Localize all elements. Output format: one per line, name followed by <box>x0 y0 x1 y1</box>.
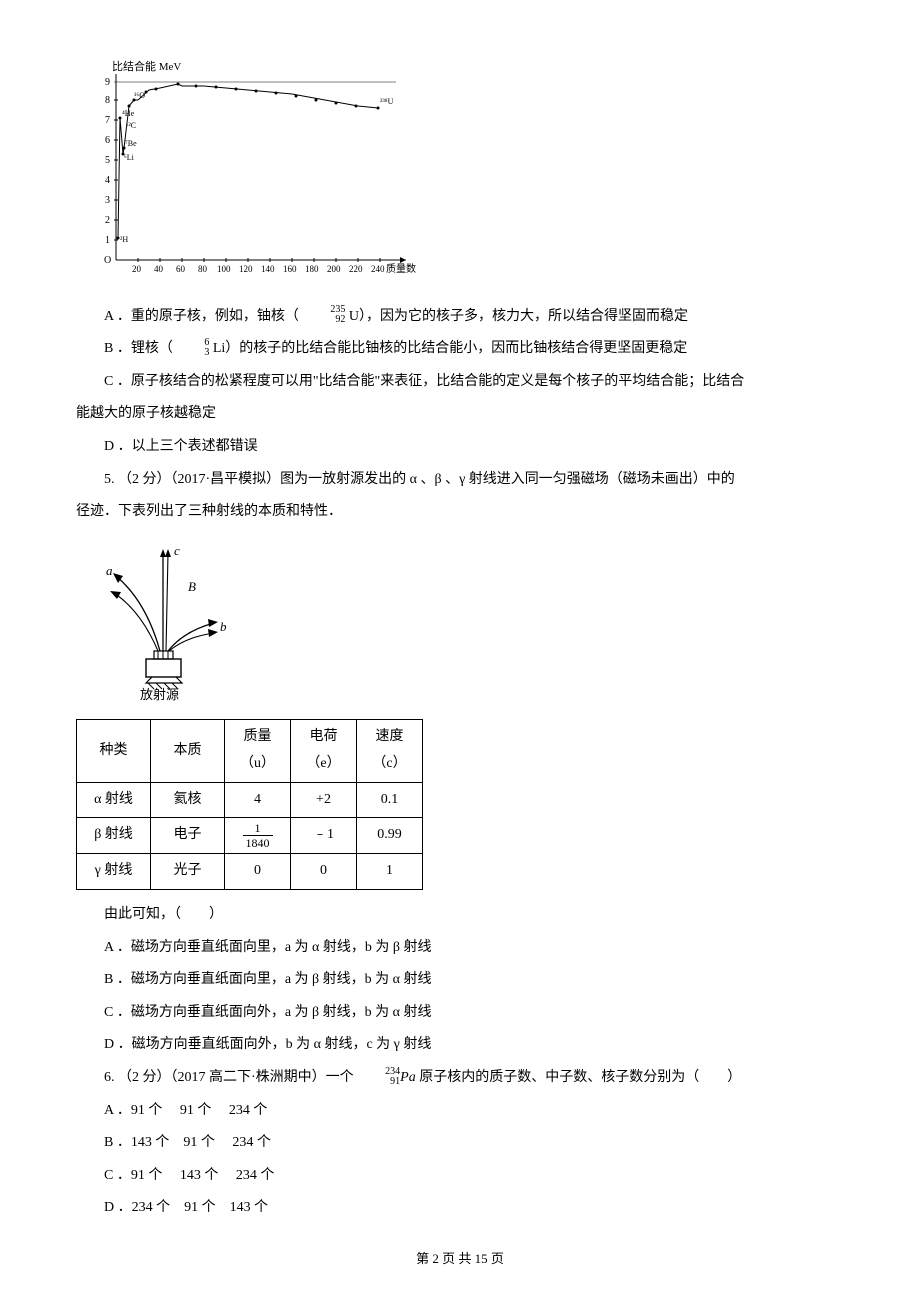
svg-text:⁶Li: ⁶Li <box>124 153 135 162</box>
svg-text:⁷Be: ⁷Be <box>125 139 137 148</box>
q4-option-c-line2: 能越大的原子核越稳定 <box>76 401 844 428</box>
cell: +2 <box>291 782 357 818</box>
radiation-table: 种类 本质 质量（u） 电荷（e） 速度（c） α 射线 氦核 4 +2 0.1… <box>76 719 423 890</box>
fraction: 1 1840 <box>243 822 273 849</box>
svg-text:²H: ²H <box>120 235 128 244</box>
q4-option-c-line1: C ．原子核结合的松紧程度可以用"比结合能"来表征，比结合能的定义是每个核子的平… <box>76 369 844 396</box>
cell: α 射线 <box>77 782 151 818</box>
text: 6. （2 分）（2017 高二下·株洲期中）一个 <box>104 1070 357 1085</box>
svg-text:220: 220 <box>349 264 363 274</box>
q6-option-a: A ．91 个 91 个 234 个 <box>76 1098 844 1125</box>
svg-text:200: 200 <box>327 264 341 274</box>
q5-option-d: D ．磁场方向垂直纸面向外，b 为 α 射线，c 为 γ 射线 <box>76 1032 844 1059</box>
q4-option-b: B ．锂核（ 6 3 Li）的核子的比结合能比铀核的比结合能小，因而比铀核结合得… <box>76 336 844 363</box>
q5-intro-line1: 5. （2 分）（2017·昌平模拟）图为一放射源发出的 α 、β 、γ 射线进… <box>76 467 844 494</box>
q5-option-a: A ．磁场方向垂直纸面向里，a 为 α 射线，b 为 β 射线 <box>76 935 844 962</box>
svg-text:c: c <box>174 543 180 558</box>
svg-text:120: 120 <box>239 264 253 274</box>
svg-text:a: a <box>106 563 113 578</box>
radiation-source-diagram: a c b B 放射源 <box>96 541 844 712</box>
svg-text:8: 8 <box>105 95 110 106</box>
svg-text:240: 240 <box>371 264 385 274</box>
svg-text:180: 180 <box>305 264 319 274</box>
table-row: β 射线 电子 1 1840 ﹣1 0.99 <box>77 818 423 854</box>
q6-option-c: C ．91 个 143 个 234 个 <box>76 1163 844 1190</box>
svg-text:b: b <box>220 619 227 634</box>
svg-text:140: 140 <box>261 264 275 274</box>
svg-text:比结合能 MeV: 比结合能 MeV <box>112 60 181 73</box>
q6-option-d: D ．234 个 91 个 143 个 <box>76 1195 844 1222</box>
nuclide-symbol: Pa <box>400 1070 416 1085</box>
cell: 0 <box>225 854 291 890</box>
q4-option-d: D ．以上三个表述都错误 <box>76 434 844 461</box>
cell: 0.99 <box>357 818 423 854</box>
q6-intro: 6. （2 分）（2017 高二下·株洲期中）一个 234 91 Pa 原子核内… <box>76 1065 844 1092</box>
svg-text:9: 9 <box>105 77 110 88</box>
svg-text:1: 1 <box>105 235 110 246</box>
svg-text:2: 2 <box>105 215 110 226</box>
svg-text:6: 6 <box>105 135 110 146</box>
cell: 氦核 <box>151 782 225 818</box>
svg-text:3: 3 <box>105 195 110 206</box>
svg-text:7: 7 <box>105 115 110 126</box>
binding-energy-chart: 比结合能 MeV O 1 2 3 4 5 6 7 8 9 20 40 60 80… <box>96 60 844 289</box>
cell: 1 <box>357 854 423 890</box>
th-mass: 质量（u） <box>225 720 291 782</box>
cell: γ 射线 <box>77 854 151 890</box>
svg-text:质量数A: 质量数A <box>386 262 416 275</box>
text: B ．锂核（ <box>104 341 173 356</box>
svg-text:B: B <box>188 579 196 594</box>
q4-option-a: A ．重的原子核，例如，铀核（ 235 92 U），因为它的核子多，核力大，所以… <box>76 304 844 331</box>
svg-text:60: 60 <box>176 264 186 274</box>
svg-text:100: 100 <box>217 264 231 274</box>
cell: 0 <box>291 854 357 890</box>
svg-text:4: 4 <box>105 175 110 186</box>
cell: β 射线 <box>77 818 151 854</box>
svg-text:¹⁶O: ¹⁶O <box>134 91 145 100</box>
cell: 4 <box>225 782 291 818</box>
svg-text:放射源: 放射源 <box>140 687 179 701</box>
cell: 1 1840 <box>225 818 291 854</box>
svg-text:²³⁸U: ²³⁸U <box>380 97 394 106</box>
nuclide-pa234: 234 91 <box>357 1067 400 1087</box>
svg-text:160: 160 <box>283 264 297 274</box>
cell: 光子 <box>151 854 225 890</box>
q6-option-b: B ．143 个 91 个 234 个 <box>76 1130 844 1157</box>
th-speed: 速度（c） <box>357 720 423 782</box>
svg-text:⁴He: ⁴He <box>122 109 135 118</box>
th-charge: 电荷（e） <box>291 720 357 782</box>
text: U），因为它的核子多，核力大，所以结合得坚固而稳定 <box>349 309 688 324</box>
table-header-row: 种类 本质 质量（u） 电荷（e） 速度（c） <box>77 720 423 782</box>
text: Li）的核子的比结合能比铀核的比结合能小，因而比铀核结合得更坚固更稳定 <box>213 341 687 356</box>
svg-text:O: O <box>104 255 111 266</box>
cell: ﹣1 <box>291 818 357 854</box>
text: 原子核内的质子数、中子数、核子数分别为（ ） <box>419 1070 741 1085</box>
cell: 电子 <box>151 818 225 854</box>
svg-text:40: 40 <box>154 264 164 274</box>
page-footer: 第 2 页 共 15 页 <box>0 1247 920 1272</box>
table-row: α 射线 氦核 4 +2 0.1 <box>77 782 423 818</box>
th-nature: 本质 <box>151 720 225 782</box>
text: A ．重的原子核，例如，铀核（ <box>104 309 299 324</box>
table-row: γ 射线 光子 0 0 1 <box>77 854 423 890</box>
cell: 0.1 <box>357 782 423 818</box>
svg-text:¹²C: ¹²C <box>126 121 136 130</box>
svg-text:5: 5 <box>105 155 110 166</box>
q5-option-b: B ．磁场方向垂直纸面向里，a 为 β 射线，b 为 α 射线 <box>76 967 844 994</box>
svg-text:80: 80 <box>198 264 208 274</box>
nuclide-u235: 235 92 <box>302 305 345 325</box>
th-type: 种类 <box>77 720 151 782</box>
q5-conclusion: 由此可知，（ ） <box>76 902 844 929</box>
q5-intro-line2: 径迹．下表列出了三种射线的本质和特性． <box>76 499 844 526</box>
nuclide-li6: 6 3 <box>176 338 209 358</box>
svg-text:20: 20 <box>132 264 142 274</box>
q5-option-c: C ．磁场方向垂直纸面向外，a 为 β 射线，b 为 α 射线 <box>76 1000 844 1027</box>
